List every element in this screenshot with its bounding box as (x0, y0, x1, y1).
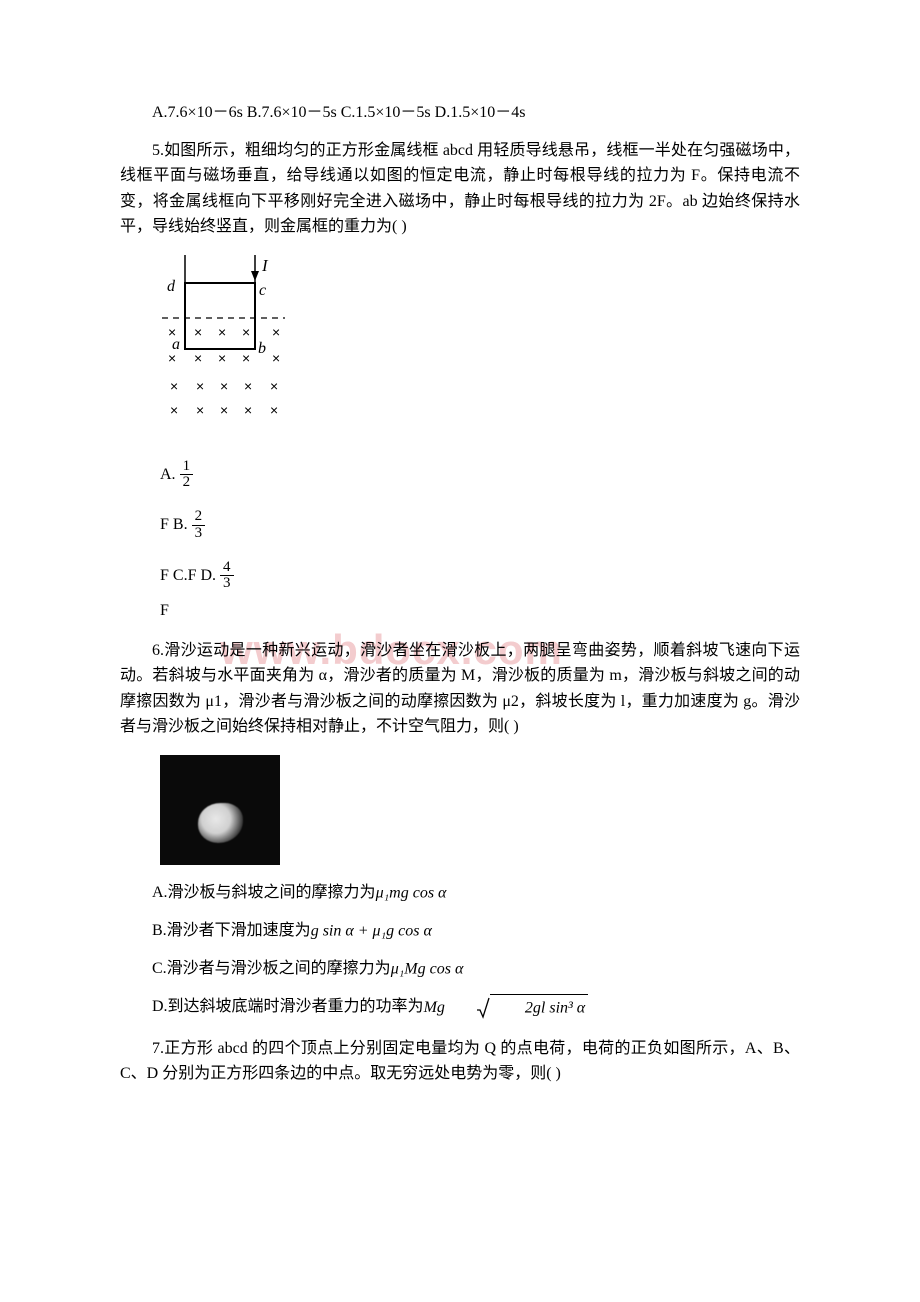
q6-option-b: B.滑沙者下滑加速度为g sin α + μ₁g cos α (120, 918, 800, 944)
document-content: A.7.6×10－6s B.7.6×10－5s C.1.5×10－5s D.1.… (120, 100, 800, 1087)
svg-text:×: × (244, 378, 252, 394)
svg-text:×: × (270, 402, 278, 418)
svg-text:×: × (244, 402, 252, 418)
svg-text:×: × (218, 324, 226, 340)
q6-option-d: D.到达斜坡底端时滑沙者重力的功率为Mg 2gl sin³ α (120, 994, 800, 1021)
svg-text:×: × (270, 378, 278, 394)
svg-text:×: × (194, 350, 202, 366)
svg-text:×: × (196, 378, 204, 394)
numerator: 1 (180, 459, 194, 476)
denominator: 2 (180, 475, 194, 491)
svg-text:b: b (258, 340, 266, 357)
denominator: 3 (220, 576, 234, 592)
fraction-icon: 2 3 (192, 509, 206, 542)
q5-option-cd: F C.F D. 4 3 (160, 560, 800, 593)
sqrt-icon: 2gl sin³ α (445, 994, 588, 1021)
svg-text:d: d (167, 278, 176, 295)
q5-optC-prefix: F C.F D. (160, 566, 216, 583)
q7-stem: 7.正方形 abcd 的四个顶点上分别固定电量均为 Q 的点电荷，电荷的正负如图… (120, 1036, 800, 1087)
fraction-icon: 1 2 (180, 459, 194, 492)
q6-optA-text: A.滑沙板与斜坡之间的摩擦力为 (152, 884, 376, 901)
svg-text:×: × (196, 402, 204, 418)
q6-optC-text: C.滑沙者与滑沙板之间的摩擦力为 (152, 960, 391, 977)
q5-stem: 5.如图所示，粗细均匀的正方形金属线框 abcd 用轻质导线悬吊，线框一半处在匀… (120, 138, 800, 240)
q6-optB-text: B.滑沙者下滑加速度为 (152, 922, 311, 939)
math-expression: μ₁mg cos α (376, 885, 447, 902)
q4-options: A.7.6×10－6s B.7.6×10－5s C.1.5×10－5s D.1.… (120, 100, 800, 126)
numerator: 2 (192, 509, 206, 526)
svg-text:×: × (170, 378, 178, 394)
q5-tail-text: F (160, 602, 169, 619)
denominator: 3 (192, 526, 206, 542)
svg-text:I: I (261, 256, 269, 275)
math-prefix: Mg (424, 999, 445, 1016)
q5-tail: F (160, 598, 800, 624)
svg-text:×: × (168, 350, 176, 366)
math-expression: g sin α + μ₁g cos α (311, 923, 432, 940)
math-expression: μ₁Mg cos α (391, 961, 464, 978)
svg-text:×: × (242, 350, 250, 366)
svg-text:×: × (218, 350, 226, 366)
q6-photo (160, 755, 280, 865)
q5-option-b: F B. 2 3 (160, 509, 800, 542)
svg-text:×: × (220, 402, 228, 418)
svg-text:×: × (194, 324, 202, 340)
fraction-icon: 4 3 (220, 560, 234, 593)
q5-diagram: I d c a b ××××× ××××× ××××× ××××× (160, 255, 800, 449)
svg-text:×: × (168, 324, 176, 340)
q6-option-c: C.滑沙者与滑沙板之间的摩擦力为μ₁Mg cos α (120, 956, 800, 982)
svg-text:×: × (242, 324, 250, 340)
q6-stem: 6.滑沙运动是一种新兴运动，滑沙者坐在滑沙板上，两腿呈弯曲姿势，顺着斜坡飞速向下… (120, 638, 800, 740)
svg-text:×: × (272, 350, 280, 366)
svg-text:×: × (220, 378, 228, 394)
svg-text:×: × (170, 402, 178, 418)
q6-optD-text: D.到达斜坡底端时滑沙者重力的功率为 (152, 999, 424, 1016)
svg-text:c: c (259, 282, 266, 299)
photo-subject (198, 803, 243, 843)
numerator: 4 (220, 560, 234, 577)
radicand: 2gl sin³ α (490, 994, 588, 1021)
svg-text:×: × (272, 324, 280, 340)
q5-optB-prefix: F B. (160, 516, 188, 533)
q5-option-a: A. 1 2 (160, 459, 800, 492)
q6-option-a: A.滑沙板与斜坡之间的摩擦力为μ₁mg cos α (120, 880, 800, 906)
q5-optA-prefix: A. (160, 465, 176, 482)
